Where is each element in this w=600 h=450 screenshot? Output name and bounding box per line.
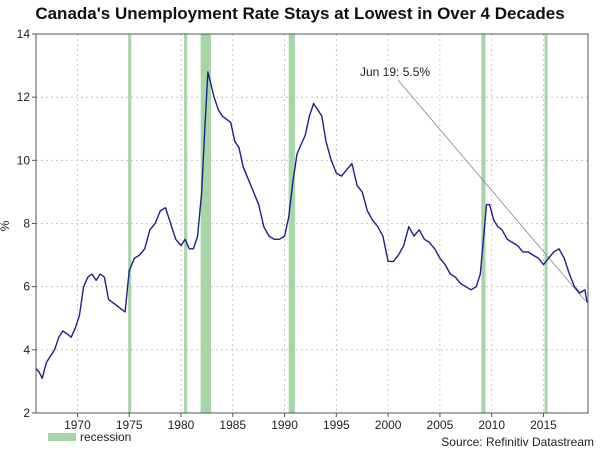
x-axis-ticks: 1970 1975 1980 1985 1990 1995 2000 2005 2010 2015 [64,413,557,432]
source-note: Source: Refinitiv Datastream [441,435,594,449]
recession-band-4 [481,34,486,413]
recession-band-2 [200,34,212,413]
y-tick-label: 2 [23,406,30,420]
x-tick-label: 1975 [116,418,143,432]
x-tick-label: 2010 [478,418,505,432]
x-tick-label: 1995 [323,418,350,432]
x-tick-label: 2015 [530,418,557,432]
y-tick-label: 4 [23,343,30,357]
annotation-label: Jun 19: 5.5% [360,65,430,79]
recession-band-1 [184,34,188,413]
chart-title: Canada's Unemployment Rate Stays at Lowe… [35,4,565,23]
y-axis-label: % [0,220,12,231]
x-tick-label: 2000 [375,418,402,432]
gridlines [36,34,588,413]
unemployment-rate-line [35,71,588,379]
y-tick-label: 6 [23,280,30,294]
y-tick-label: 12 [17,90,31,104]
legend-label: recession [80,430,131,444]
x-tick-label: 1990 [271,418,298,432]
x-tick-label: 1985 [219,418,246,432]
x-tick-label: 2005 [427,418,454,432]
y-tick-label: 10 [17,153,31,167]
annotation-pointer [397,79,586,301]
recession-band-0 [128,34,132,413]
x-tick-label: 1980 [168,418,195,432]
y-axis-ticks: 2 4 6 8 10 12 14 [17,27,36,420]
legend-swatch [48,433,76,441]
y-tick-label: 8 [23,217,30,231]
x-tick-label: 1970 [64,418,91,432]
series-group [35,71,588,379]
y-tick-label: 14 [17,27,31,41]
